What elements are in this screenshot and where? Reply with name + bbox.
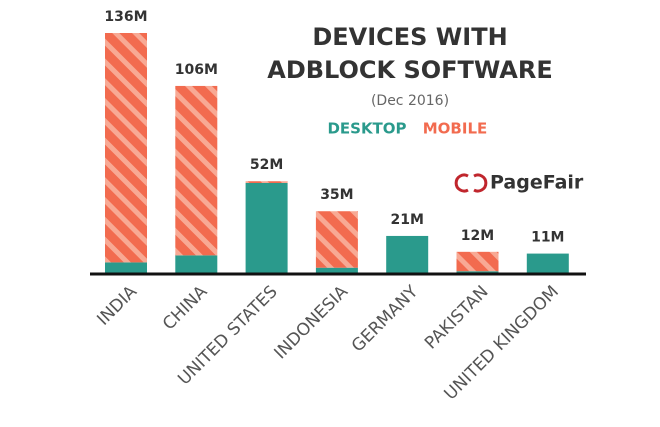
total-label: 136M (104, 9, 147, 25)
bar-segment (175, 85, 218, 256)
chart-title: ADBLOCK SOFTWARE (267, 56, 553, 84)
logo-text: PageFair (490, 172, 584, 194)
bar-segment (175, 255, 218, 273)
logo-icon (454, 173, 488, 193)
x-tick-label: INDIA (93, 282, 141, 330)
chart-subtitle: (Dec 2016) (371, 93, 449, 109)
total-label: 106M (175, 62, 218, 78)
bar-segment (456, 251, 499, 272)
logo: PageFair (454, 172, 584, 194)
total-label: 11M (531, 230, 564, 246)
x-tick-label: CHINA (159, 282, 212, 335)
bar-segment (526, 253, 569, 273)
legend-label: DESKTOP (327, 120, 406, 138)
bar-segment (456, 271, 499, 273)
x-tick-label: GERMANY (348, 281, 423, 356)
total-label: 21M (390, 212, 423, 228)
total-label: 35M (320, 187, 353, 203)
total-label: 52M (250, 157, 283, 173)
legend-label: MOBILE (423, 120, 488, 138)
bar-segment (315, 211, 358, 268)
bar-segment (386, 235, 429, 273)
total-label: 12M (461, 228, 494, 244)
x-tick-label: INDONESIA (271, 282, 353, 364)
chart-title: DEVICES WITH (312, 23, 507, 51)
bar-segment (105, 262, 147, 273)
x-tick-label: PAKISTAN (421, 282, 493, 354)
bar-segment (245, 183, 288, 273)
bar-segment (245, 181, 288, 183)
bar-segment (315, 267, 358, 273)
bar-segment (105, 33, 147, 263)
